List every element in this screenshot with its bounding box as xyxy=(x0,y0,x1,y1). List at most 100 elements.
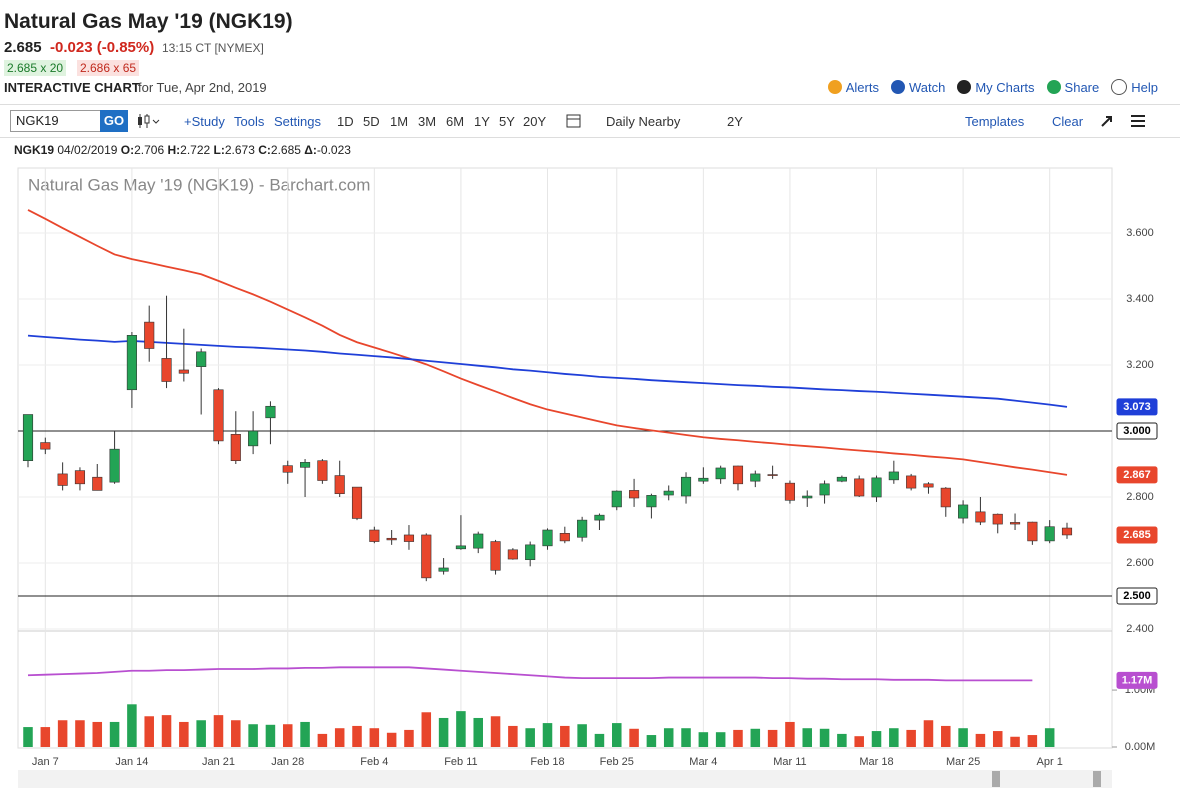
x-tick-label: Jan 14 xyxy=(115,756,148,768)
volume-bar xyxy=(1027,735,1038,747)
bid: 2.685 x 20 xyxy=(4,60,67,76)
candle-body xyxy=(680,476,692,497)
header-link[interactable]: My Charts xyxy=(957,79,1035,95)
x-tick-label: Feb 11 xyxy=(444,756,477,768)
tool-link[interactable]: Settings xyxy=(274,114,321,129)
link-text[interactable]: Help xyxy=(1131,79,1158,95)
clear[interactable]: Clear xyxy=(1052,114,1084,129)
candle-body xyxy=(109,448,120,483)
scroll-handle[interactable] xyxy=(1093,771,1101,787)
period[interactable]: 1D xyxy=(337,114,354,129)
period[interactable]: 5D xyxy=(363,114,380,129)
volume-bar xyxy=(819,728,830,747)
scrollbar[interactable] xyxy=(18,770,1112,788)
candle-body xyxy=(144,321,155,349)
ohlc-info: NGK19 04/02/2019 O:2.706 H:2.722 L:2.673… xyxy=(14,143,351,157)
link-text[interactable]: My Charts xyxy=(975,79,1035,95)
symbol-input[interactable]: NGK19 xyxy=(10,110,103,132)
chart-label: INTERACTIVE CHART xyxy=(4,80,140,95)
link-icon xyxy=(1046,80,1061,94)
volume-bar xyxy=(196,720,206,747)
volume-bar xyxy=(421,712,432,747)
period[interactable]: 20Y xyxy=(523,114,547,129)
candle-body xyxy=(923,483,934,488)
range[interactable]: 2Y xyxy=(727,114,743,129)
period[interactable]: 1M xyxy=(390,114,409,129)
volume-bar xyxy=(733,729,743,747)
candle-body xyxy=(577,519,588,538)
volume-bar xyxy=(594,733,605,747)
volume-bar xyxy=(213,715,224,747)
candle-body xyxy=(74,470,86,485)
candle-body xyxy=(629,490,640,499)
chart-frame xyxy=(17,167,1113,749)
candle-body xyxy=(1061,527,1073,536)
volume-bar xyxy=(23,727,33,747)
volume-bar xyxy=(542,723,553,747)
candle-body xyxy=(594,514,605,521)
toolbar-icons[interactable] xyxy=(1095,111,1165,131)
link-text[interactable]: Watch xyxy=(908,79,946,95)
volume-bar xyxy=(109,721,120,747)
candle-body xyxy=(906,475,917,489)
chart: Natural Gas May '19 (NGK19) - Barchart.c… xyxy=(17,167,1158,788)
period[interactable]: 6M xyxy=(446,114,465,129)
period[interactable]: 3M xyxy=(418,114,437,129)
candle-body xyxy=(819,483,830,496)
templates[interactable]: Templates xyxy=(965,114,1025,129)
volume-bar xyxy=(577,724,587,747)
link-icon xyxy=(957,80,972,94)
x-tick-label: Feb 4 xyxy=(360,756,388,768)
info-o: 2.706 xyxy=(134,143,165,157)
y-tick-label: 3.600 xyxy=(1126,227,1154,239)
link-text[interactable]: Share xyxy=(1064,79,1100,95)
period[interactable]: 1Y xyxy=(474,114,490,129)
volume-bar xyxy=(404,729,414,747)
candle-body xyxy=(161,358,172,382)
candle-body xyxy=(663,490,674,496)
x-tick-label: Feb 18 xyxy=(530,756,564,768)
volume-bar xyxy=(456,711,466,747)
volume-bar xyxy=(612,723,622,747)
last-marker-box xyxy=(1116,398,1158,416)
candle-body xyxy=(40,442,51,450)
volume-tick-label: 0.00M xyxy=(1125,741,1156,753)
volume-bar xyxy=(785,721,795,747)
tool-link[interactable]: Tools xyxy=(234,114,265,129)
volume-bar xyxy=(57,720,68,747)
go-button[interactable]: GO xyxy=(100,110,128,132)
volume-bar xyxy=(127,704,137,747)
scroll-handle[interactable] xyxy=(992,771,1000,787)
frequency[interactable]: Daily Nearby xyxy=(606,114,681,129)
header-link[interactable]: Share xyxy=(1046,79,1100,95)
period[interactable]: 5Y xyxy=(499,114,515,129)
chart-type-icon[interactable] xyxy=(136,111,160,131)
candle-body xyxy=(1009,522,1021,525)
link-icon xyxy=(1111,79,1128,95)
candle-body xyxy=(975,511,986,523)
volume-bar xyxy=(75,720,85,747)
y-tick-label: 2.600 xyxy=(1126,557,1154,569)
candle-body xyxy=(507,549,518,560)
candle-body xyxy=(334,475,345,495)
x-tick-label: Feb 25 xyxy=(600,756,634,768)
tool-link[interactable]: +Study xyxy=(184,114,225,129)
link-text[interactable]: Alerts xyxy=(845,79,879,95)
ask: 2.686 x 65 xyxy=(77,60,140,76)
header-link[interactable]: Watch xyxy=(890,79,946,95)
candle-body xyxy=(438,567,449,572)
candle-body xyxy=(126,335,137,391)
link-icon xyxy=(827,80,842,94)
header-link[interactable]: Alerts xyxy=(827,79,879,95)
candle-body xyxy=(230,434,241,462)
candle-body xyxy=(178,369,189,374)
calendar-icon[interactable] xyxy=(566,112,582,128)
volume-bar xyxy=(317,733,328,747)
x-tick-label: Jan 7 xyxy=(32,756,59,768)
header-link[interactable]: Help xyxy=(1111,79,1158,95)
candle-body xyxy=(646,495,657,508)
level-box xyxy=(1116,587,1158,605)
candle-body xyxy=(248,430,259,447)
info-o-label: O: xyxy=(120,143,135,157)
